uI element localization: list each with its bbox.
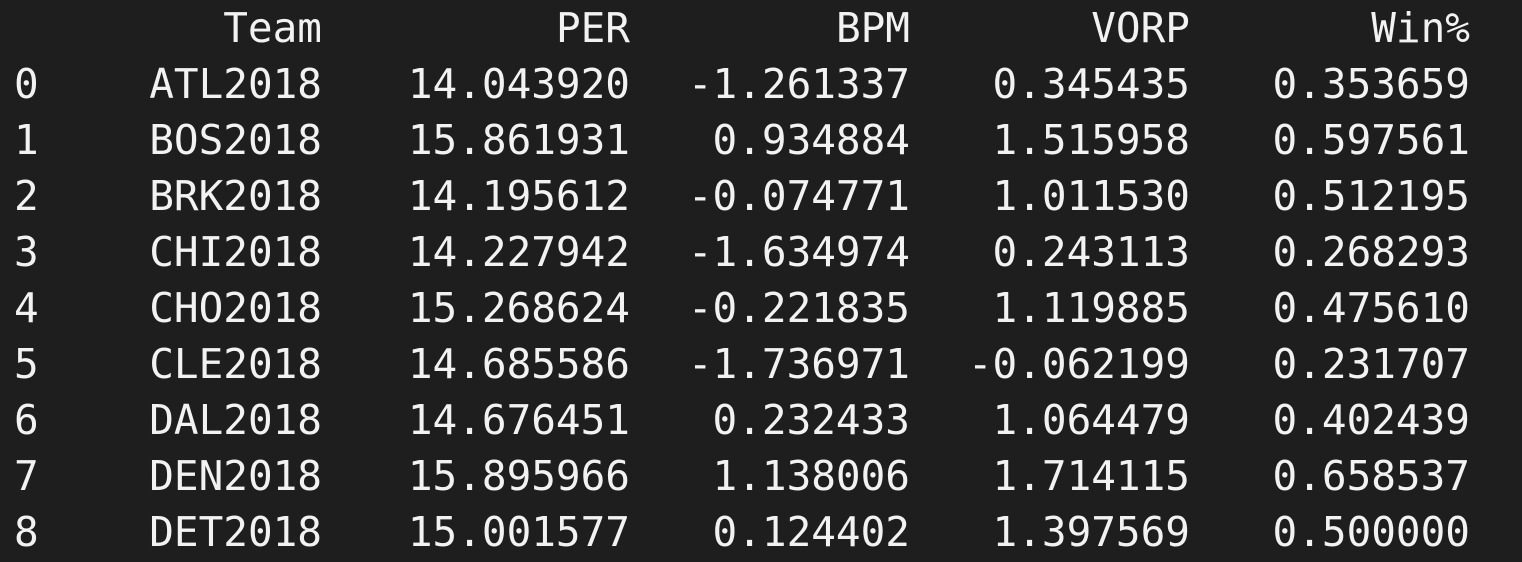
table-row: 5 CLE2018 14.685586 -1.736971 -0.062199 … [0, 336, 1522, 392]
row-index: 2 [14, 172, 39, 220]
cell-per: 15.861931 [407, 116, 630, 164]
cell-vorp: 0.243113 [992, 228, 1190, 276]
cell-per: 14.043920 [407, 60, 630, 108]
cell-per: 14.685586 [407, 340, 630, 388]
row-index: 1 [14, 116, 39, 164]
cell-vorp: -0.062199 [967, 340, 1190, 388]
cell-bpm: -0.221835 [687, 284, 910, 332]
cell-bpm: 0.124402 [712, 508, 910, 556]
row-index: 0 [14, 60, 39, 108]
cell-team: CLE2018 [149, 340, 322, 388]
column-header-per: PER [555, 4, 630, 52]
cell-win-pct: 0.512195 [1272, 172, 1470, 220]
cell-vorp: 1.515958 [992, 116, 1190, 164]
table-row: 4 CHO2018 15.268624 -0.221835 1.119885 0… [0, 280, 1522, 336]
cell-win-pct: 0.231707 [1272, 340, 1470, 388]
cell-win-pct: 0.597561 [1272, 116, 1470, 164]
cell-per: 14.195612 [407, 172, 630, 220]
cell-team: BRK2018 [149, 172, 322, 220]
table-header-row: Team PER BPM VORP Win% [0, 0, 1522, 56]
row-index: 8 [14, 508, 39, 556]
cell-vorp: 1.011530 [992, 172, 1190, 220]
column-header-bpm: BPM [835, 4, 910, 52]
cell-bpm: 0.934884 [712, 116, 910, 164]
cell-win-pct: 0.500000 [1272, 508, 1470, 556]
cell-per: 15.001577 [407, 508, 630, 556]
table-row: 2 BRK2018 14.195612 -0.074771 1.011530 0… [0, 168, 1522, 224]
cell-team: DEN2018 [149, 452, 322, 500]
cell-win-pct: 0.268293 [1272, 228, 1470, 276]
cell-bpm: -0.074771 [687, 172, 910, 220]
cell-win-pct: 0.658537 [1272, 452, 1470, 500]
cell-bpm: 1.138006 [712, 452, 910, 500]
cell-team: ATL2018 [149, 60, 322, 108]
table-row: 7 DEN2018 15.895966 1.138006 1.714115 0.… [0, 448, 1522, 504]
cell-per: 14.676451 [407, 396, 630, 444]
row-index: 7 [14, 452, 39, 500]
cell-per: 14.227942 [407, 228, 630, 276]
table-row: 8 DET2018 15.001577 0.124402 1.397569 0.… [0, 504, 1522, 560]
cell-team: BOS2018 [149, 116, 322, 164]
cell-per: 15.268624 [407, 284, 630, 332]
cell-vorp: 0.345435 [992, 60, 1190, 108]
row-index: 3 [14, 228, 39, 276]
cell-vorp: 1.119885 [992, 284, 1190, 332]
cell-bpm: -1.736971 [687, 340, 910, 388]
row-index: 6 [14, 396, 39, 444]
cell-team: CHI2018 [149, 228, 322, 276]
cell-bpm: -1.634974 [687, 228, 910, 276]
table-row: 3 CHI2018 14.227942 -1.634974 0.243113 0… [0, 224, 1522, 280]
table-row: 0 ATL2018 14.043920 -1.261337 0.345435 0… [0, 56, 1522, 112]
cell-team: DET2018 [149, 508, 322, 556]
cell-per: 15.895966 [407, 452, 630, 500]
cell-bpm: -1.261337 [687, 60, 910, 108]
cell-win-pct: 0.402439 [1272, 396, 1470, 444]
row-index: 4 [14, 284, 39, 332]
column-header-team: Team [223, 4, 322, 52]
table-row: 1 BOS2018 15.861931 0.934884 1.515958 0.… [0, 112, 1522, 168]
cell-win-pct: 0.475610 [1272, 284, 1470, 332]
cell-team: DAL2018 [149, 396, 322, 444]
cell-vorp: 1.714115 [992, 452, 1190, 500]
column-header-win-pct: Win% [1371, 4, 1470, 52]
cell-bpm: 0.232433 [712, 396, 910, 444]
cell-vorp: 1.397569 [992, 508, 1190, 556]
cell-vorp: 1.064479 [992, 396, 1190, 444]
column-header-vorp: VORP [1091, 4, 1190, 52]
table-row: 6 DAL2018 14.676451 0.232433 1.064479 0.… [0, 392, 1522, 448]
row-index: 5 [14, 340, 39, 388]
cell-team: CHO2018 [149, 284, 322, 332]
cell-win-pct: 0.353659 [1272, 60, 1470, 108]
